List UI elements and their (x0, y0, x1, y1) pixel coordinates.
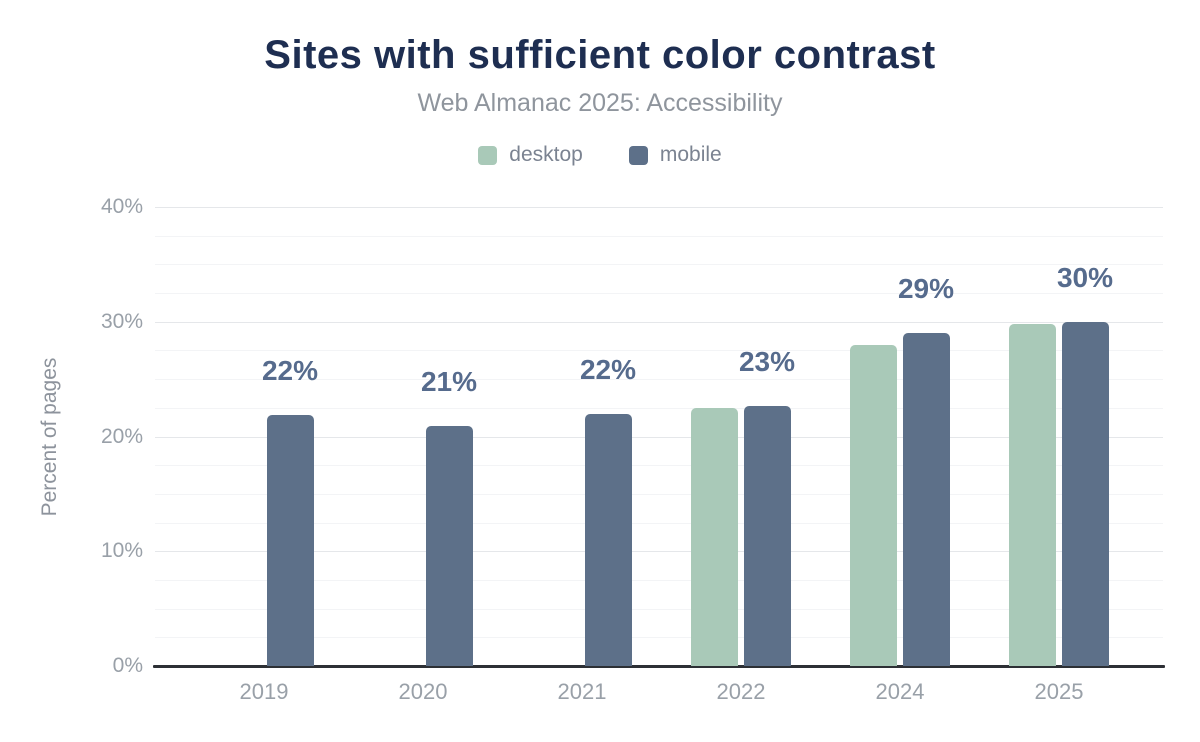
data-label-2024: 29% (897, 273, 955, 305)
desktop-series-swatch-icon (478, 145, 498, 165)
x-tick-label-2022: 2022 (716, 679, 766, 704)
y-major-gridline (155, 207, 1163, 208)
data-label-2022: 23% (738, 345, 796, 377)
y-tick-label-30%: 30% (100, 309, 143, 333)
data-label-2020: 21% (420, 366, 478, 398)
x-tick-label-2024: 2024 (875, 679, 925, 704)
legend-item-desktop[interactable]: desktop (478, 143, 583, 167)
legend-label-mobile: mobile (659, 143, 722, 166)
bar-mobile-2020[interactable] (425, 426, 473, 666)
legend: desktop mobile (0, 143, 1200, 167)
y-minor-gridline (155, 637, 1163, 639)
x-tick-label-2020: 2020 (398, 679, 448, 704)
y-axis-title: Percent of pages (38, 357, 61, 517)
y-minor-gridline (155, 264, 1163, 266)
y-tick-label-0%: 0% (112, 654, 143, 677)
y-tick-label-40%: 40% (100, 195, 143, 218)
y-minor-gridline (155, 350, 1163, 352)
bar-mobile-2024[interactable] (902, 333, 950, 666)
plot-area: 0% 10% 20% 30% 40% 2019 2020 2021 2022 2024 2025 22… (101, 195, 1165, 704)
y-minor-gridline (155, 293, 1163, 295)
y-major-gridline (155, 321, 1163, 323)
bar-mobile-2021[interactable] (584, 413, 632, 666)
bar-desktop-2024[interactable] (849, 344, 897, 666)
data-label-2021: 22% (579, 353, 637, 385)
y-minor-gridline (155, 608, 1163, 610)
y-minor-gridline (155, 579, 1163, 581)
bar-mobile-2022[interactable] (743, 405, 791, 666)
y-minor-gridline (155, 379, 1163, 381)
chart-subtitle: Web Almanac 2025: Accessibility (417, 89, 783, 117)
x-axis-line (153, 665, 1165, 668)
bar-mobile-2019[interactable] (266, 414, 314, 666)
y-minor-gridline (155, 522, 1163, 524)
bar-mobile-2025[interactable] (1061, 321, 1109, 666)
x-tick-label-2021: 2021 (557, 679, 607, 704)
y-minor-gridline (155, 493, 1163, 495)
y-minor-gridline (155, 407, 1163, 409)
y-minor-gridline (155, 235, 1163, 237)
legend-item-mobile[interactable]: mobile (628, 143, 722, 167)
data-label-2025: 30% (1056, 261, 1114, 293)
legend-label-desktop: desktop (509, 143, 583, 166)
chart-title: Sites with sufficient color contrast (264, 33, 936, 77)
y-major-gridline (155, 436, 1163, 438)
y-tick-label-10%: 10% (100, 539, 143, 563)
y-major-gridline (155, 551, 1163, 553)
y-minor-gridline (155, 465, 1163, 467)
x-tick-label-2019: 2019 (239, 679, 289, 704)
mobile-series-swatch-icon (628, 145, 648, 165)
bar-desktop-2025[interactable] (1008, 324, 1056, 666)
y-tick-label-20%: 20% (100, 424, 143, 448)
bar-desktop-2022[interactable] (690, 407, 738, 666)
data-label-2019: 22% (261, 354, 319, 386)
x-tick-label-2025: 2025 (1034, 679, 1084, 704)
